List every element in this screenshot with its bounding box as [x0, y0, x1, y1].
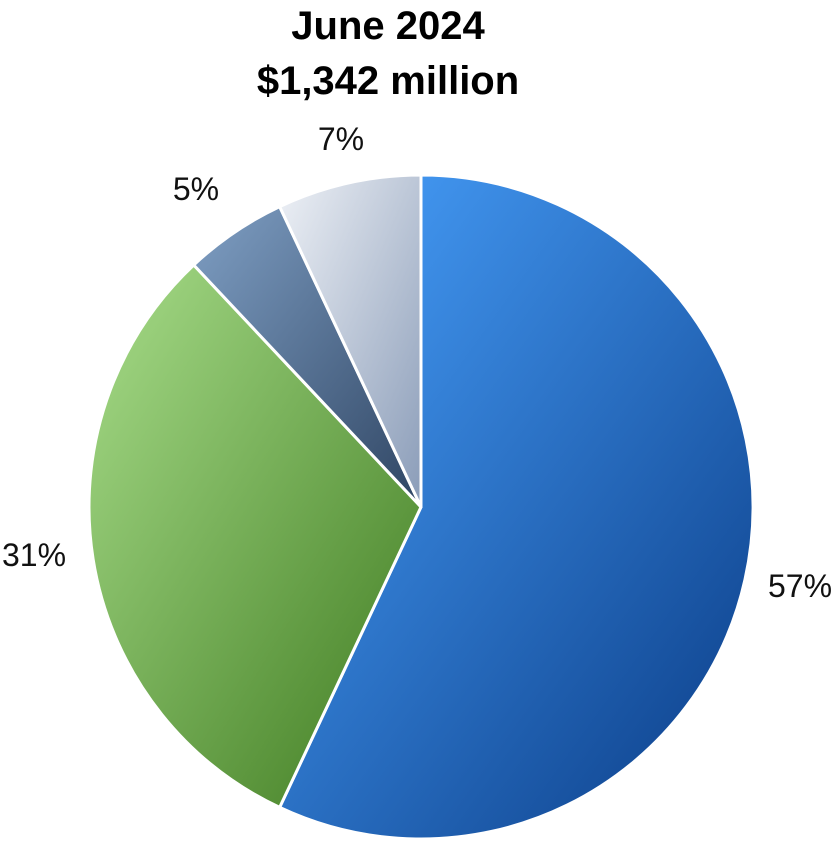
- pie-slices: [87, 173, 755, 841]
- pie-slice-1: [278, 173, 755, 841]
- pie-slice-4: [278, 173, 423, 509]
- chart-title: June 2024: [291, 4, 485, 48]
- slice-label-2: 31%: [2, 537, 66, 573]
- pie-labels: 57% 31% 5% 7%: [2, 121, 832, 604]
- pie-slice-2: [87, 263, 423, 809]
- chart-subtitle: $1,342 million: [256, 59, 520, 103]
- slice-label-1: 57%: [768, 568, 832, 604]
- slice-label-4: 7%: [318, 121, 364, 157]
- slice-label-3: 5%: [173, 171, 219, 207]
